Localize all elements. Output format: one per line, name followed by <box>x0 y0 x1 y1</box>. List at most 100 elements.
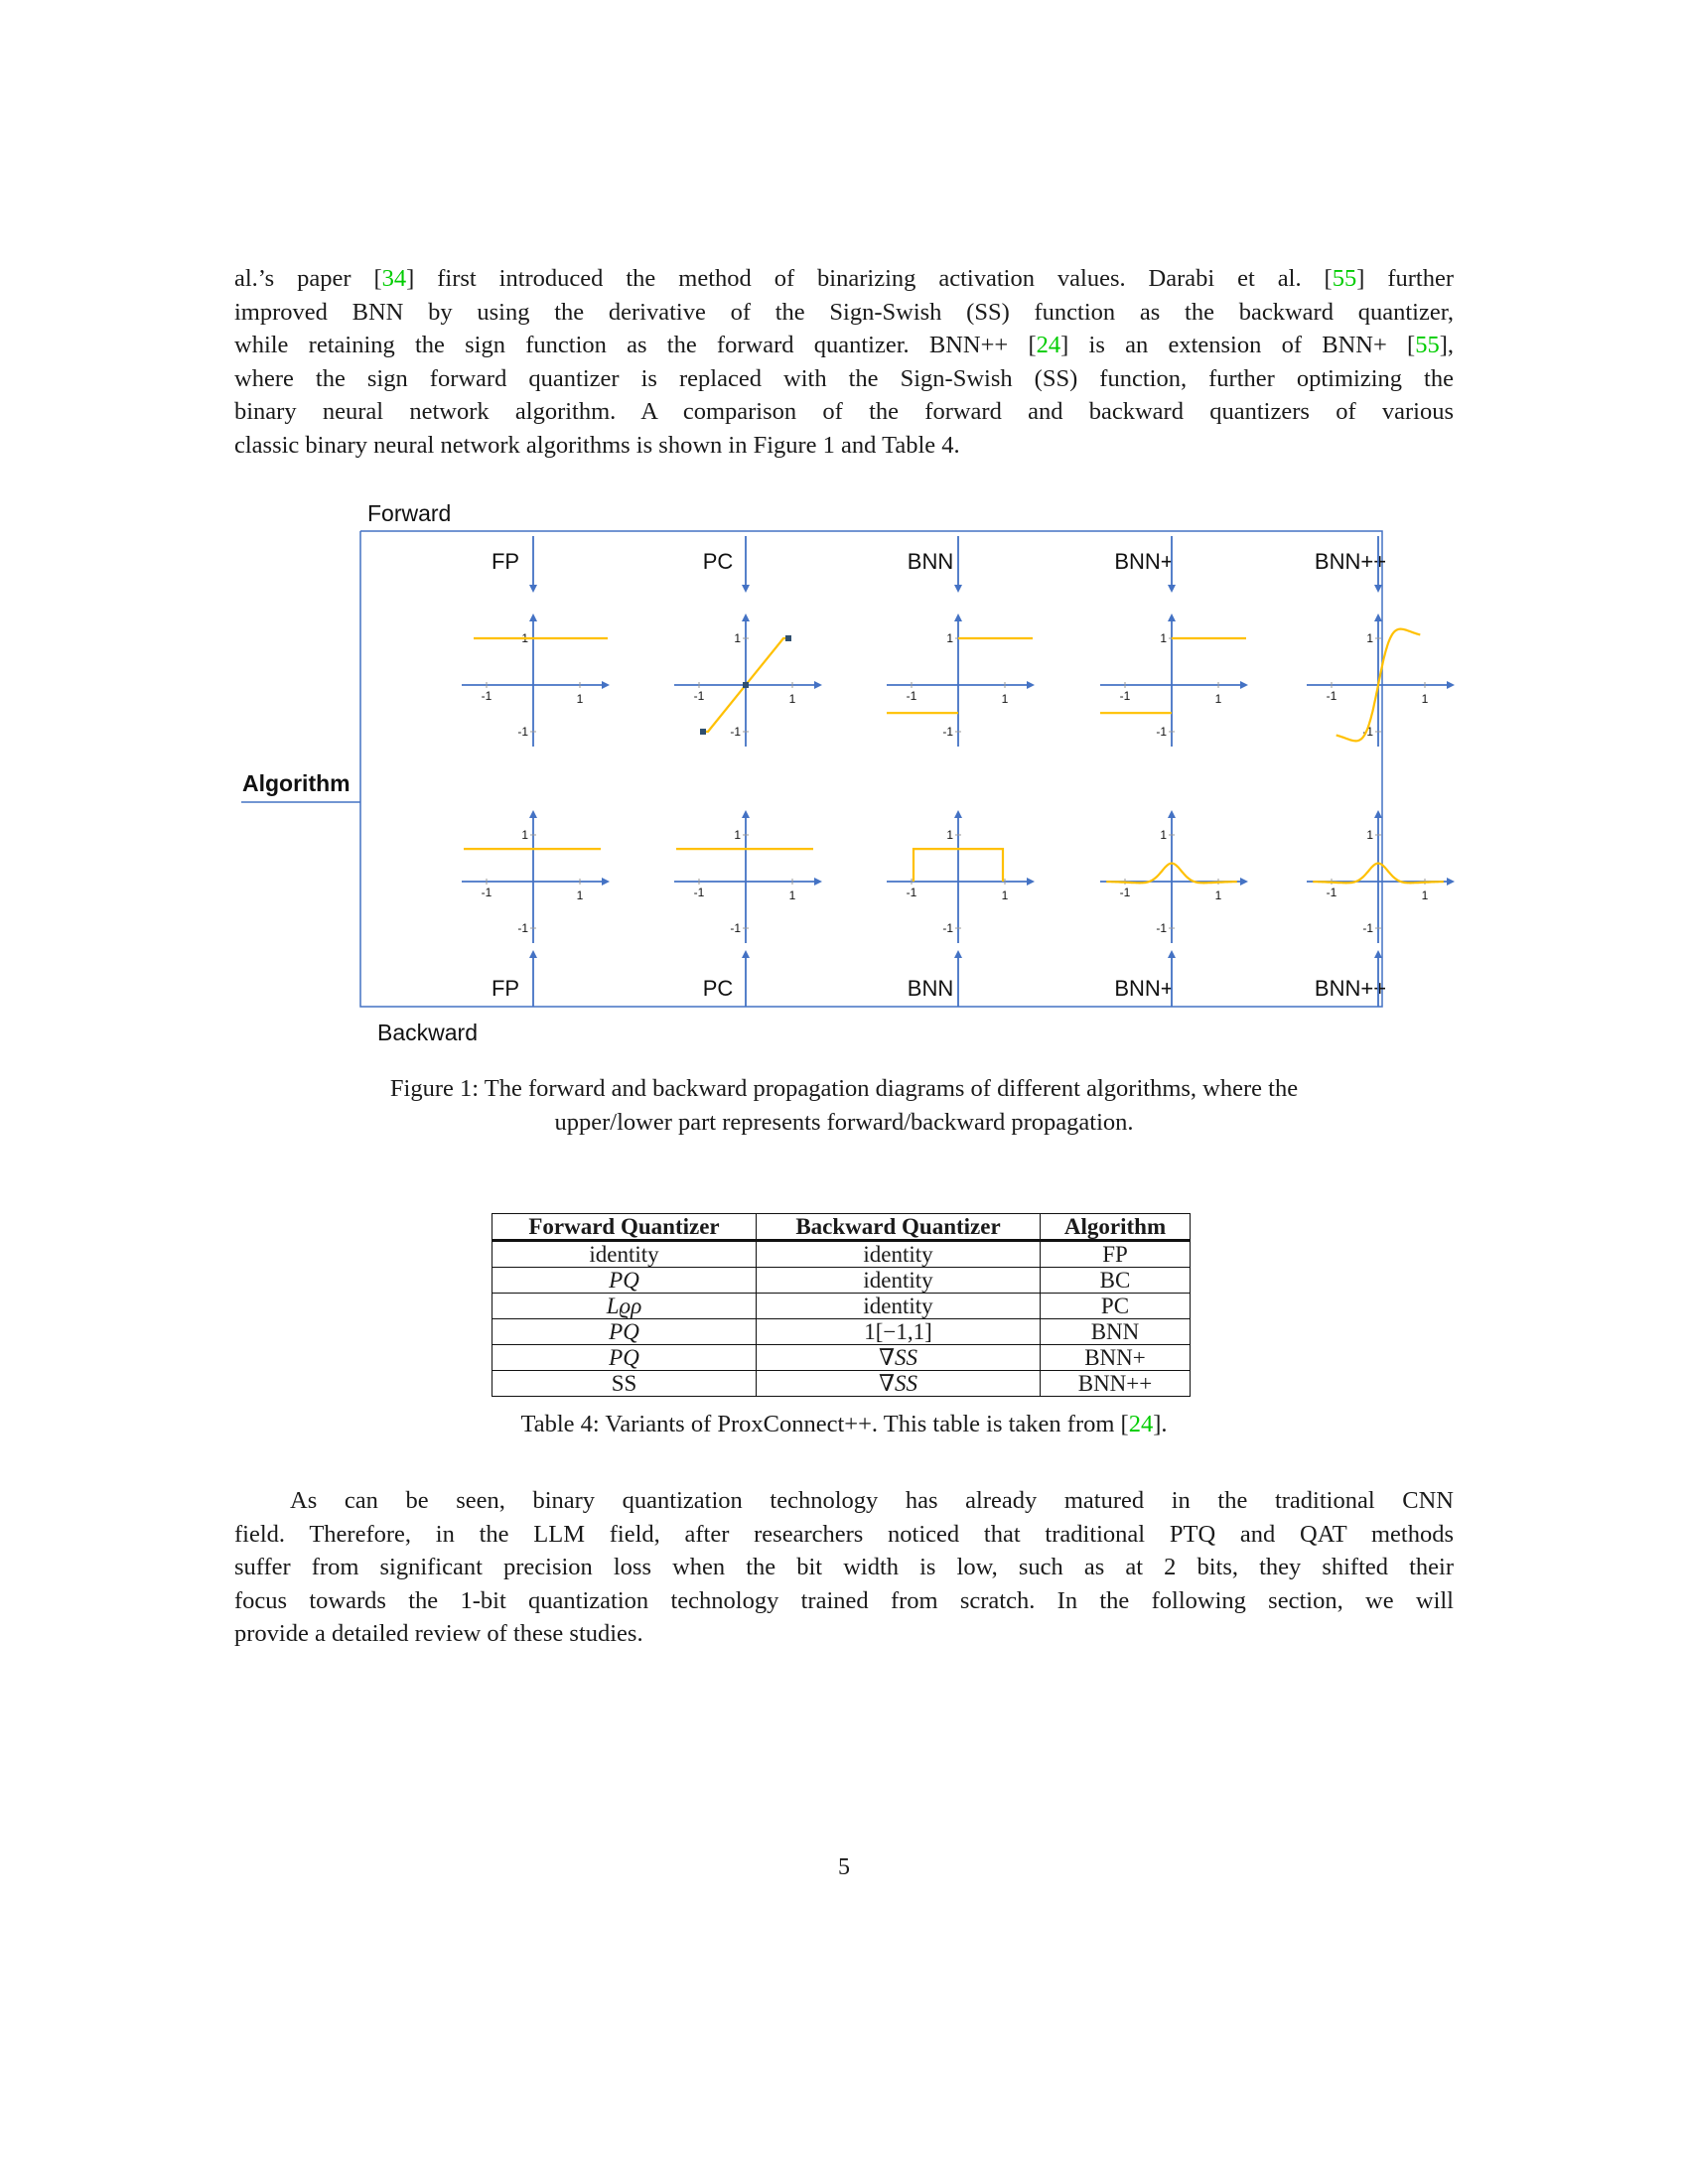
tick-label-y-neg: -1 <box>942 725 953 739</box>
tick-label-x-pos: 1 <box>1422 888 1429 902</box>
backward-plot-bnnplusplus: -1 1 1 -1 <box>1307 812 1453 943</box>
paragraph-line: field. Therefore, in the LLM field, afte… <box>234 1518 1454 1552</box>
tick-label-x-neg: -1 <box>1327 689 1337 703</box>
paragraph-line: where the sign forward quantizer is repl… <box>234 362 1454 396</box>
paragraph-text: improved BNN by using the derivative of … <box>234 299 1454 326</box>
tick-label-y-pos: 1 <box>1160 828 1167 842</box>
figure-frame <box>360 531 1382 1007</box>
forward-plot-bnnplusplus: -1 1 1 -1 <box>1307 615 1453 747</box>
backward-label: Backward <box>377 1020 478 1045</box>
table-cell-backward: identity <box>757 1241 1041 1268</box>
tick-label-x-pos: 1 <box>1002 692 1009 706</box>
backward-plot-bnn: -1 11-1 <box>887 812 1033 943</box>
tick-label-y-neg: -1 <box>730 921 741 935</box>
paragraph-line: binary neural network algorithm. A compa… <box>234 395 1454 429</box>
backward-plot-pc: -1 1 1 -1 <box>674 812 820 943</box>
citation-link[interactable]: 24 <box>1129 1411 1154 1437</box>
figure-1-forward-backward-diagram: Forward Backward Algorithm FP FP PC PC BNN BNN BN… <box>228 491 1460 1057</box>
paragraph-text: classic binary neural network algorithms… <box>234 432 960 459</box>
table-row: identity identity FP <box>492 1241 1191 1268</box>
tick-label-x-neg: -1 <box>1120 886 1131 899</box>
tick-label-x-pos: 1 <box>1422 692 1429 706</box>
paragraph-text: al.’s paper [ <box>234 265 382 292</box>
citation-link[interactable]: 55 <box>1333 265 1357 292</box>
paragraph-text: while retaining the sign function as the… <box>234 332 1037 358</box>
backward-title-bnn: BNN <box>908 976 953 1001</box>
paragraph-line: classic binary neural network algorithms… <box>234 429 1454 463</box>
table-caption-text: Table 4: Variants of ProxConnect++. This… <box>520 1411 1128 1437</box>
tick-label-y-pos: 1 <box>734 828 741 842</box>
tick-label-y-neg: -1 <box>517 725 528 739</box>
tick-label-y-pos: 1 <box>521 828 528 842</box>
paragraph-line: improved BNN by using the derivative of … <box>234 296 1454 330</box>
table-header-forward: Forward Quantizer <box>492 1214 757 1241</box>
paragraph-text: ], <box>1440 332 1454 358</box>
tick-label-x-pos: 1 <box>577 888 584 902</box>
forward-title-bnnplus: BNN+ <box>1114 549 1173 574</box>
table-cell-forward: PQ <box>492 1345 757 1371</box>
citation-link[interactable]: 55 <box>1415 332 1440 358</box>
paragraph-conclusion: As can be seen, binary quantization tech… <box>234 1484 1454 1651</box>
backward-title-fp: FP <box>492 976 519 1001</box>
table-cell-forward: PQ <box>492 1319 757 1345</box>
table-cell-algorithm: BC <box>1041 1268 1191 1294</box>
forward-marker-pc <box>743 682 749 688</box>
forward-marker-pc <box>700 729 706 735</box>
forward-plot-pc: -1 1 1 -1 <box>674 615 820 747</box>
forward-plot-fp: -1 11-1 <box>462 615 608 747</box>
tick-label-y-pos: 1 <box>1366 828 1373 842</box>
tick-label-y-pos: 1 <box>734 631 741 645</box>
tick-label-x-pos: 1 <box>789 692 796 706</box>
citation-link[interactable]: 34 <box>382 265 407 292</box>
tick-label-y-neg: -1 <box>1156 725 1167 739</box>
table-row: PQ ∇SS BNN+ <box>492 1345 1191 1371</box>
paragraph-text: ] is an extension of BNN+ [ <box>1060 332 1415 358</box>
backward-plot-bnnplus: -1 11-1 <box>1100 812 1246 943</box>
table-cell-algorithm: BNN++ <box>1041 1371 1191 1397</box>
table-cell-algorithm: BNN <box>1041 1319 1191 1345</box>
tick-label-x-neg: -1 <box>694 689 705 703</box>
figure-caption-line-1: Figure 1: The forward and backward propa… <box>234 1072 1454 1106</box>
table-cell-algorithm: BNN+ <box>1041 1345 1191 1371</box>
table-caption-suffix: ]. <box>1153 1411 1167 1437</box>
backward-plot-fp: -1 1 1 -1 <box>462 812 608 943</box>
table-cell-algorithm: FP <box>1041 1241 1191 1268</box>
table-4-quantizer-variants: Forward Quantizer Backward Quantizer Alg… <box>492 1213 1191 1397</box>
table-cell-backward: identity <box>757 1268 1041 1294</box>
table-header-algorithm: Algorithm <box>1041 1214 1191 1241</box>
tick-label-y-neg: -1 <box>517 921 528 935</box>
forward-label: Forward <box>367 500 451 526</box>
table-cell-forward: PQ <box>492 1268 757 1294</box>
forward-title-bnnplusplus: BNN++ <box>1315 549 1386 574</box>
tick-label-y-pos: 1 <box>1366 631 1373 645</box>
backward-title-pc: PC <box>703 976 734 1001</box>
paragraph-line: As can be seen, binary quantization tech… <box>234 1484 1454 1518</box>
table-cell-backward: ∇SS <box>757 1371 1041 1397</box>
paragraph-line: while retaining the sign function as the… <box>234 329 1454 362</box>
tick-label-y-pos: 1 <box>946 828 953 842</box>
paragraph-line: provide a detailed review of these studi… <box>234 1617 1454 1651</box>
table-cell-forward: SS <box>492 1371 757 1397</box>
citation-link[interactable]: 24 <box>1037 332 1061 358</box>
page-number: 5 <box>0 1854 1688 1881</box>
tick-label-y-pos: 1 <box>946 631 953 645</box>
table-row: PQ identity BC <box>492 1268 1191 1294</box>
tick-label-y-neg: -1 <box>942 921 953 935</box>
tick-label-x-neg: -1 <box>907 886 917 899</box>
backward-title-bnnplusplus: BNN++ <box>1315 976 1386 1001</box>
table-row: Lϱρ identity PC <box>492 1294 1191 1319</box>
forward-plot-bnn: -1 1 1 -1 <box>887 615 1033 747</box>
forward-title-bnn: BNN <box>908 549 953 574</box>
backward-title-bnnplus: BNN+ <box>1114 976 1173 1001</box>
tick-label-x-neg: -1 <box>482 689 492 703</box>
tick-label-x-neg: -1 <box>1120 689 1131 703</box>
table-cell-backward: 1[−1,1] <box>757 1319 1041 1345</box>
paragraph-line: focus towards the 1-bit quantization tec… <box>234 1584 1454 1618</box>
tick-label-y-neg: -1 <box>1362 921 1373 935</box>
table-cell-forward: Lϱρ <box>492 1294 757 1319</box>
forward-marker-pc <box>785 635 791 641</box>
tick-label-x-pos: 1 <box>577 692 584 706</box>
tick-label-y-pos: 1 <box>1160 631 1167 645</box>
tick-label-y-neg: -1 <box>730 725 741 739</box>
tick-label-x-pos: 1 <box>1215 692 1222 706</box>
